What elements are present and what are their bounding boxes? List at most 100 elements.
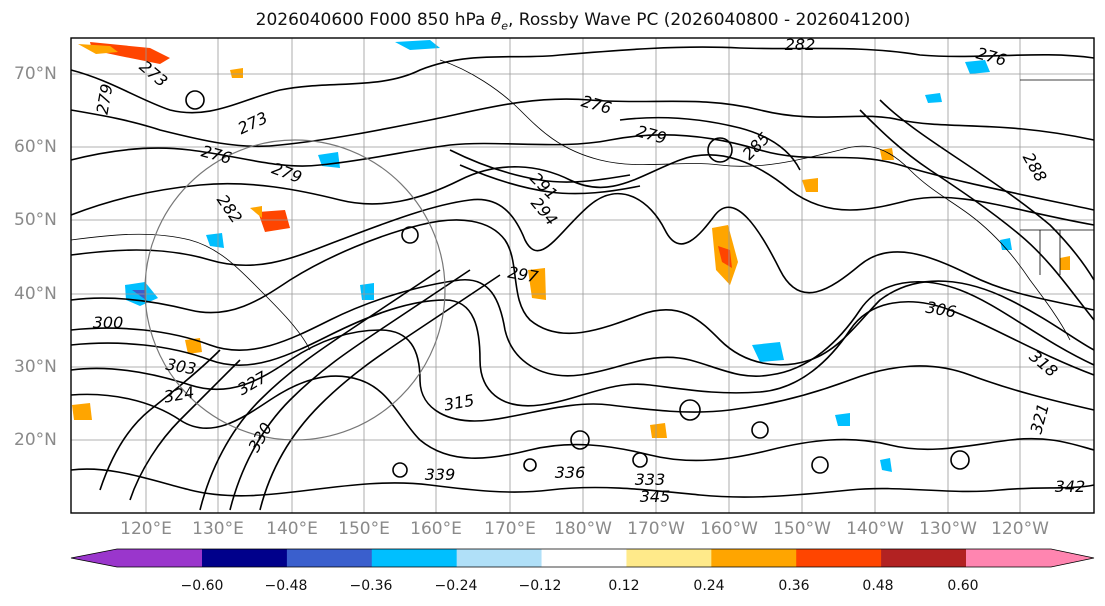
contour-line: [229, 269, 471, 511]
coastlines: [70, 59, 1094, 351]
contour-label: 282: [785, 35, 816, 54]
lat-label: 30°N: [14, 357, 57, 377]
closed-contour: [679, 399, 701, 421]
lon-label: 150°E: [338, 519, 390, 539]
coastline: [1020, 229, 1094, 275]
lat-label: 50°N: [14, 210, 57, 230]
colorbar-tick: 0.12: [608, 578, 640, 594]
lon-label: 170°W: [627, 519, 685, 539]
closed-contour: [401, 226, 419, 244]
closed-contour: [707, 137, 733, 163]
lat-label: 20°N: [14, 430, 57, 450]
lon-label: 140°W: [846, 519, 904, 539]
contour-label: 339: [425, 465, 456, 484]
anomaly-patch: [835, 413, 850, 426]
contour-line: [70, 193, 1095, 311]
lat-label: 70°N: [14, 64, 57, 84]
closed-contour: [811, 456, 829, 474]
anomaly-patch: [718, 246, 732, 268]
contour-line: [70, 46, 1095, 114]
contour-line: [70, 98, 1095, 148]
colorbar-tick: 0.24: [693, 578, 725, 594]
contour-label: 336: [555, 463, 586, 482]
contour-label: 300: [93, 313, 124, 332]
contour-line: [70, 219, 1095, 366]
rossby-wave-pc-circle: [144, 139, 446, 441]
contour-line: [70, 299, 1095, 407]
lon-label: 180°W: [554, 519, 612, 539]
lon-label: 160°W: [700, 519, 758, 539]
anomaly-patch: [185, 338, 202, 354]
contour-label: 333: [635, 470, 666, 489]
colorbar-tick: −0.36: [349, 578, 393, 594]
title-main: 2026040600 F000 850 hPa: [255, 10, 491, 30]
anomaly-patch: [802, 178, 818, 192]
lon-label: 120°W: [991, 519, 1049, 539]
anomaly-patch: [965, 60, 990, 74]
anomaly-patch: [1060, 256, 1070, 270]
coastline: [439, 59, 1071, 341]
anomaly-patch: [925, 93, 942, 103]
anomaly-patch: [650, 423, 667, 438]
lat-label: 40°N: [14, 284, 57, 304]
map-background: [71, 38, 1094, 513]
contour-line: [99, 349, 221, 491]
colorbar-tick: −0.60: [180, 578, 224, 594]
colorbar-tick: 0.36: [778, 578, 810, 594]
contour-label: 342: [1055, 477, 1086, 496]
anomaly-patch: [360, 283, 374, 300]
coastline: [70, 233, 311, 351]
closed-contour: [523, 458, 537, 472]
lon-label: 170°E: [484, 519, 536, 539]
anomaly-patch: [72, 403, 92, 420]
contour-line: [259, 274, 501, 511]
closed-contour: [570, 430, 590, 450]
lon-label: 130°E: [192, 519, 244, 539]
contour-line: [619, 116, 801, 171]
lon-label: 150°W: [773, 519, 831, 539]
anomaly-patch: [78, 44, 118, 54]
anomaly-patch: [206, 233, 224, 248]
contour-line: [879, 99, 1095, 281]
contour-line: [70, 468, 1095, 498]
colorbar-tick: −0.12: [518, 578, 562, 594]
lat-label: 60°N: [14, 137, 57, 157]
title-rest: , Rossby Wave PC (2026040800 - 202604120…: [507, 10, 911, 30]
anomaly-patch: [880, 458, 892, 472]
colorbar-tick: −0.48: [264, 578, 308, 594]
closed-contour: [751, 421, 769, 439]
closed-contour: [185, 90, 205, 110]
contour-line: [70, 279, 1095, 377]
contour-line: [70, 329, 1095, 422]
closed-contour: [950, 450, 970, 470]
colorbar-tick: 0.48: [862, 578, 894, 594]
lon-label: 120°E: [120, 519, 172, 539]
contour-line: [859, 109, 1095, 321]
page-title: 2026040600 F000 850 hPa θe, Rossby Wave …: [0, 10, 1105, 32]
anomaly-patch: [528, 268, 546, 300]
lon-label: 140°E: [266, 519, 318, 539]
anomaly-patch: [230, 68, 243, 78]
colorbar-tick: −0.24: [434, 578, 478, 594]
contour-line: [449, 149, 631, 183]
anomaly-patch: [1000, 238, 1012, 250]
contour-line: [199, 269, 441, 511]
anomaly-patch: [752, 342, 784, 362]
anomaly-patch: [132, 290, 146, 300]
contour-line: [459, 164, 641, 195]
lon-label: 130°W: [919, 519, 977, 539]
contour-label: 345: [640, 487, 671, 506]
colorbar-tick: 0.60: [947, 578, 979, 594]
anomaly-patch: [250, 206, 262, 218]
anomaly-patch: [258, 210, 290, 232]
closed-contour: [632, 452, 648, 468]
map-frame: [70, 37, 1095, 514]
closed-contour: [392, 462, 408, 478]
title-theta-subscript: e: [501, 19, 508, 33]
contour-line: [129, 359, 241, 501]
contour-line: [70, 375, 1095, 462]
anomaly-patch: [395, 40, 440, 50]
theta-e-contours: [70, 46, 1095, 511]
